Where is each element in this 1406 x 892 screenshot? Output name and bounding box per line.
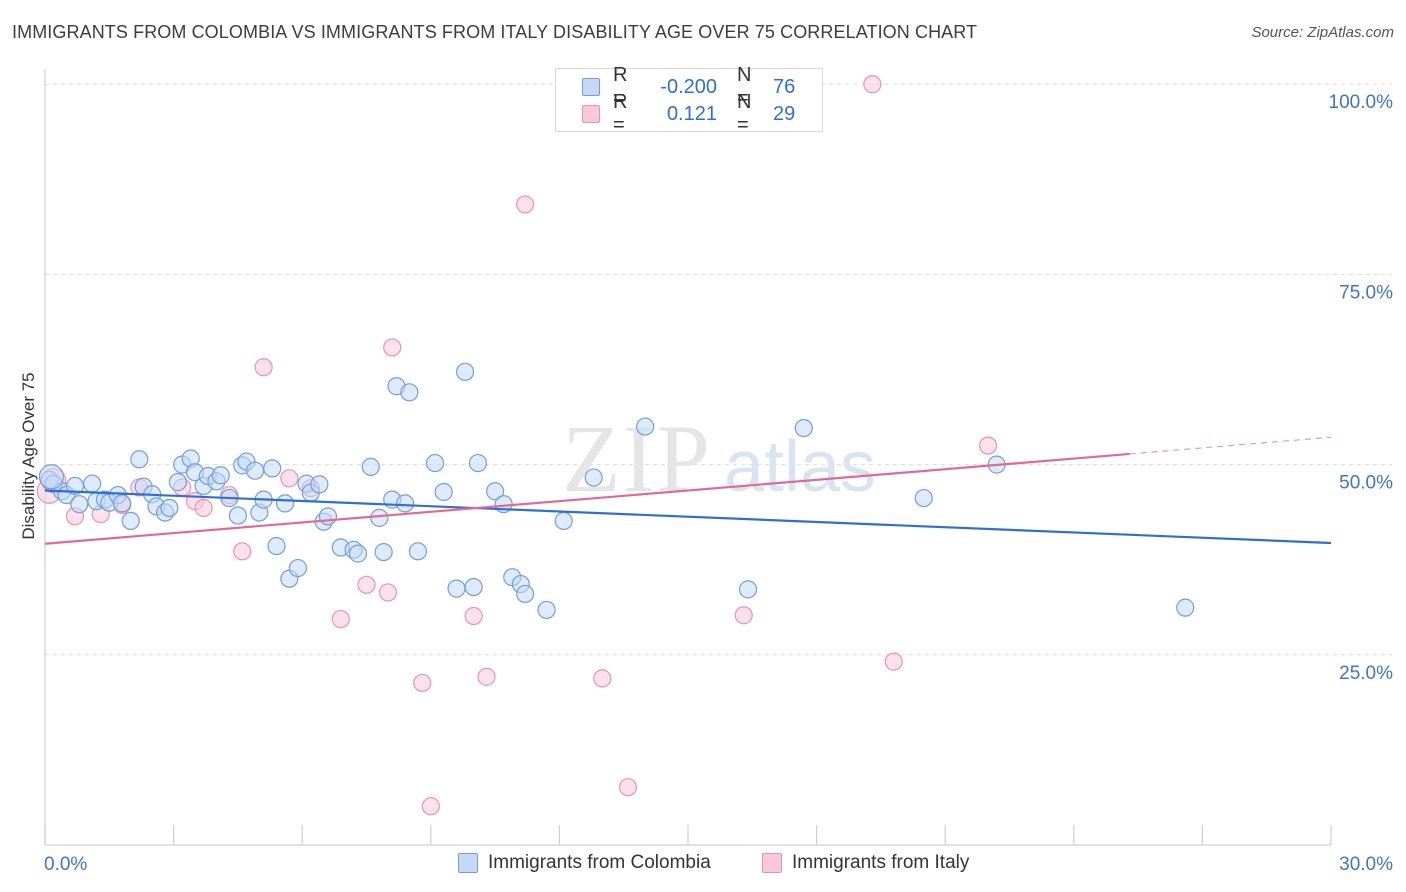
- italy-swatch: [582, 105, 600, 123]
- legend-item-italy: Immigrants from Italy: [762, 852, 969, 874]
- data-point-italy: [734, 606, 753, 625]
- data-point-italy: [464, 606, 483, 626]
- data-point-colombia: [455, 362, 475, 381]
- data-point-italy: [863, 75, 882, 94]
- watermark-atlas: atlas: [724, 427, 876, 507]
- data-point-colombia: [464, 577, 483, 597]
- data-point-italy: [378, 583, 398, 602]
- data-point-colombia: [228, 506, 247, 525]
- series-colombia-points: [38, 362, 1195, 620]
- n-value: 76: [773, 75, 796, 98]
- y-tick-label: 50.0%: [1339, 473, 1393, 494]
- data-point-colombia: [288, 558, 308, 578]
- data-point-colombia: [70, 495, 89, 514]
- trend-line-italy-extension: [1129, 436, 1332, 455]
- y-axis-label: Disability Age Over 75: [19, 372, 38, 539]
- data-point-italy: [194, 498, 213, 518]
- data-point-colombia: [537, 600, 556, 620]
- data-point-colombia: [425, 453, 445, 473]
- data-point-colombia: [408, 542, 428, 561]
- data-point-colombia: [794, 418, 813, 438]
- gridlines: [45, 83, 1392, 656]
- data-point-colombia: [113, 494, 132, 513]
- legend-row-italy: R = 0.121 N = 29: [582, 91, 795, 136]
- trend-line-italy: [44, 452, 1130, 545]
- axes: [44, 69, 1332, 846]
- data-point-italy: [383, 338, 402, 357]
- tick-labels: 25.0% 50.0% 75.0% 100.0% 0.0% 30.0%: [44, 92, 1393, 875]
- series-legend: Immigrants from Colombia Immigrants from…: [0, 852, 1406, 878]
- data-point-colombia: [914, 488, 933, 508]
- y-tick-label: 25.0%: [1339, 663, 1393, 684]
- data-point-colombia: [400, 383, 419, 402]
- data-point-colombia: [361, 457, 380, 476]
- data-point-colombia: [370, 508, 389, 527]
- data-point-italy: [593, 669, 612, 688]
- data-point-italy: [978, 436, 998, 455]
- data-point-colombia: [275, 494, 295, 513]
- watermark-zip: ZIP: [562, 405, 712, 512]
- data-point-colombia: [554, 511, 573, 531]
- colombia-swatch: [582, 78, 600, 96]
- data-point-colombia: [130, 450, 149, 469]
- data-point-colombia: [318, 507, 338, 526]
- data-point-italy: [884, 652, 903, 671]
- data-point-colombia: [267, 536, 286, 556]
- data-point-colombia: [374, 542, 393, 562]
- data-point-italy: [421, 797, 440, 816]
- n-value: 29: [773, 102, 796, 125]
- data-point-colombia: [245, 461, 265, 480]
- data-point-italy: [413, 673, 432, 693]
- data-point-colombia: [738, 580, 758, 599]
- legend-row-colombia: R = -0.200 N = 76: [582, 64, 795, 109]
- source-credit: Source: ZipAtlas.com: [1251, 24, 1394, 41]
- trend-line-colombia: [44, 489, 1332, 545]
- data-point-colombia: [434, 482, 453, 502]
- data-point-colombia: [160, 498, 179, 518]
- y-tick-label: 75.0%: [1339, 282, 1393, 303]
- data-point-colombia: [486, 482, 505, 501]
- y-tick-label: 100.0%: [1329, 92, 1394, 113]
- data-point-italy: [516, 195, 535, 214]
- n-label: N =: [737, 91, 752, 136]
- trend-lines: [44, 436, 1332, 545]
- data-point-colombia: [516, 584, 535, 604]
- n-label: N =: [737, 64, 752, 109]
- data-point-italy: [618, 778, 638, 797]
- chart-title: IMMIGRANTS FROM COLOMBIA VS IMMIGRANTS F…: [12, 22, 978, 42]
- data-point-colombia: [636, 417, 655, 436]
- x-tick-label: 30.0%: [1339, 854, 1393, 875]
- legend-label-colombia: Immigrants from Colombia: [488, 852, 711, 873]
- r-label: R =: [613, 91, 628, 136]
- data-point-colombia: [38, 464, 65, 490]
- data-point-colombia: [468, 453, 488, 473]
- data-point-colombia: [121, 511, 140, 531]
- data-point-italy: [280, 469, 299, 488]
- legend-label-italy: Immigrants from Italy: [792, 852, 970, 873]
- data-point-colombia: [263, 459, 282, 478]
- data-point-italy: [233, 542, 252, 561]
- data-point-colombia: [395, 494, 415, 513]
- r-value: -0.200: [660, 75, 717, 98]
- x-tick-label: 0.0%: [44, 854, 87, 875]
- data-point-colombia: [310, 475, 329, 494]
- correlation-legend: R = -0.200 N = 76 R = 0.121 N = 29: [555, 64, 823, 136]
- data-point-italy: [357, 575, 376, 594]
- data-point-colombia: [584, 468, 603, 487]
- r-label: R =: [613, 64, 628, 109]
- data-point-colombia: [168, 473, 187, 492]
- data-point-colombia: [211, 466, 230, 485]
- data-point-colombia: [83, 474, 102, 493]
- data-point-italy: [254, 358, 273, 377]
- colombia-swatch: [458, 853, 478, 873]
- data-point-colombia: [447, 579, 466, 598]
- data-point-colombia: [348, 544, 368, 563]
- data-point-italy: [477, 667, 496, 686]
- data-point-colombia: [1176, 598, 1195, 617]
- italy-swatch: [762, 853, 782, 873]
- r-value: 0.121: [666, 102, 717, 125]
- data-point-italy: [331, 609, 350, 629]
- legend-item-colombia: Immigrants from Colombia: [458, 852, 711, 874]
